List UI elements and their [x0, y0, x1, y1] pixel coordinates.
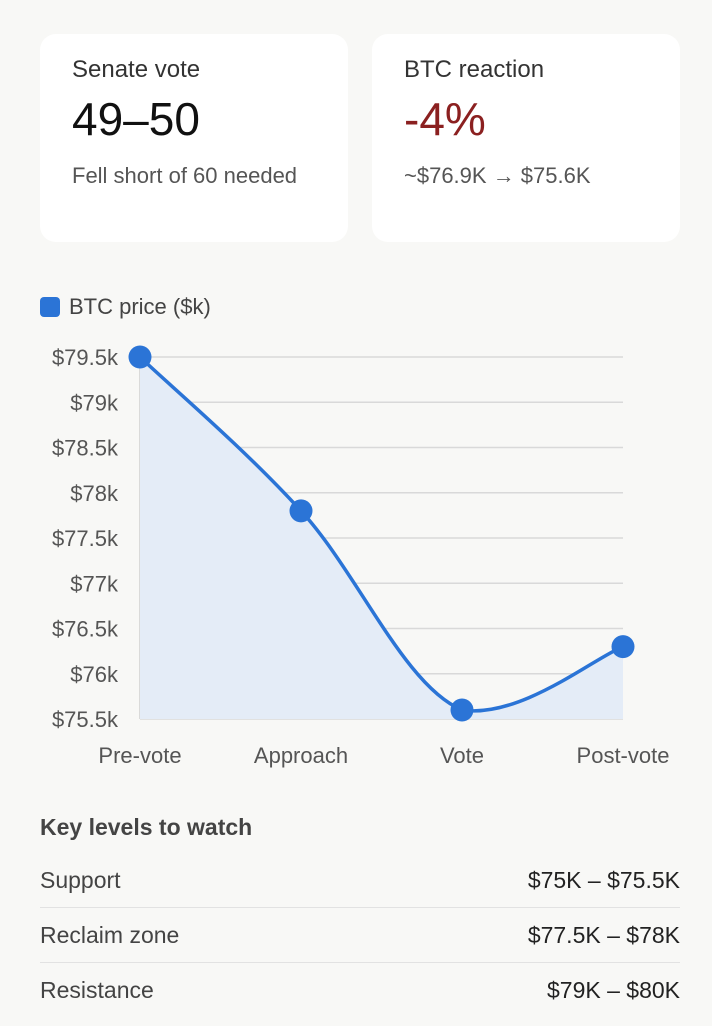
level-name: Reclaim zone — [40, 921, 180, 948]
chart-legend[interactable]: BTC price ($k) — [40, 294, 211, 320]
card-value: -4% — [404, 93, 486, 145]
card-subtext: Fell short of 60 needed — [72, 163, 298, 188]
series-area — [140, 357, 623, 719]
y-tick-label: $77k — [70, 571, 119, 596]
levels-list: Support $75K – $75.5K Reclaim zone $77.5K –… — [40, 853, 680, 1017]
data-point — [611, 635, 635, 659]
level-name: Support — [40, 866, 121, 893]
level-range: $75K – $75.5K — [527, 866, 680, 893]
legend-swatch — [40, 297, 60, 317]
y-tick-label: $78.5k — [52, 436, 119, 461]
y-tick-label: $77.5k — [52, 526, 119, 551]
level-row: Resistance $79K – $80K — [40, 963, 680, 1017]
data-point — [289, 499, 313, 523]
data-point — [450, 698, 474, 722]
key-levels-section: Key levels to watch Support $75K – $75.5K… — [40, 814, 680, 1017]
x-tick-label: Pre-vote — [98, 743, 181, 768]
btc-price-chart: $79.5k $79k $78.5k $78k $77.5k $77k $76.5k $76k… — [52, 345, 670, 768]
levels-title: Key levels to watch — [40, 814, 253, 840]
card-label: BTC reaction — [404, 56, 545, 83]
data-point — [128, 345, 152, 369]
x-tick-label: Vote — [440, 743, 484, 768]
y-tick-label: $76.5k — [52, 617, 119, 642]
x-tick-label: Post-vote — [577, 743, 670, 768]
card-subtext: ~$76.9K → $75.6K — [404, 163, 591, 188]
card-label: Senate vote — [72, 56, 201, 83]
y-tick-label: $79.5k — [52, 345, 119, 370]
y-tick-label: $75.5k — [52, 707, 119, 732]
card-value: 49–50 — [72, 93, 200, 145]
level-range: $77.5K – $78K — [527, 921, 680, 948]
legend-label: BTC price ($k) — [69, 294, 211, 319]
btc-reaction-card: BTC reaction -4% ~$76.9K → $75.6K — [372, 34, 680, 242]
level-row: Support $75K – $75.5K — [40, 853, 680, 908]
y-tick-label: $78k — [70, 481, 119, 506]
x-tick-label: Approach — [254, 743, 348, 768]
level-row: Reclaim zone $77.5K – $78K — [40, 908, 680, 963]
y-tick-label: $79k — [70, 390, 119, 415]
y-tick-label: $76k — [70, 662, 119, 687]
level-name: Resistance — [40, 976, 154, 1003]
series-line — [138, 355, 624, 713]
level-range: $79K – $80K — [546, 976, 680, 1003]
senate-vote-card: Senate vote 49–50 Fell short of 60 neede… — [40, 34, 348, 242]
